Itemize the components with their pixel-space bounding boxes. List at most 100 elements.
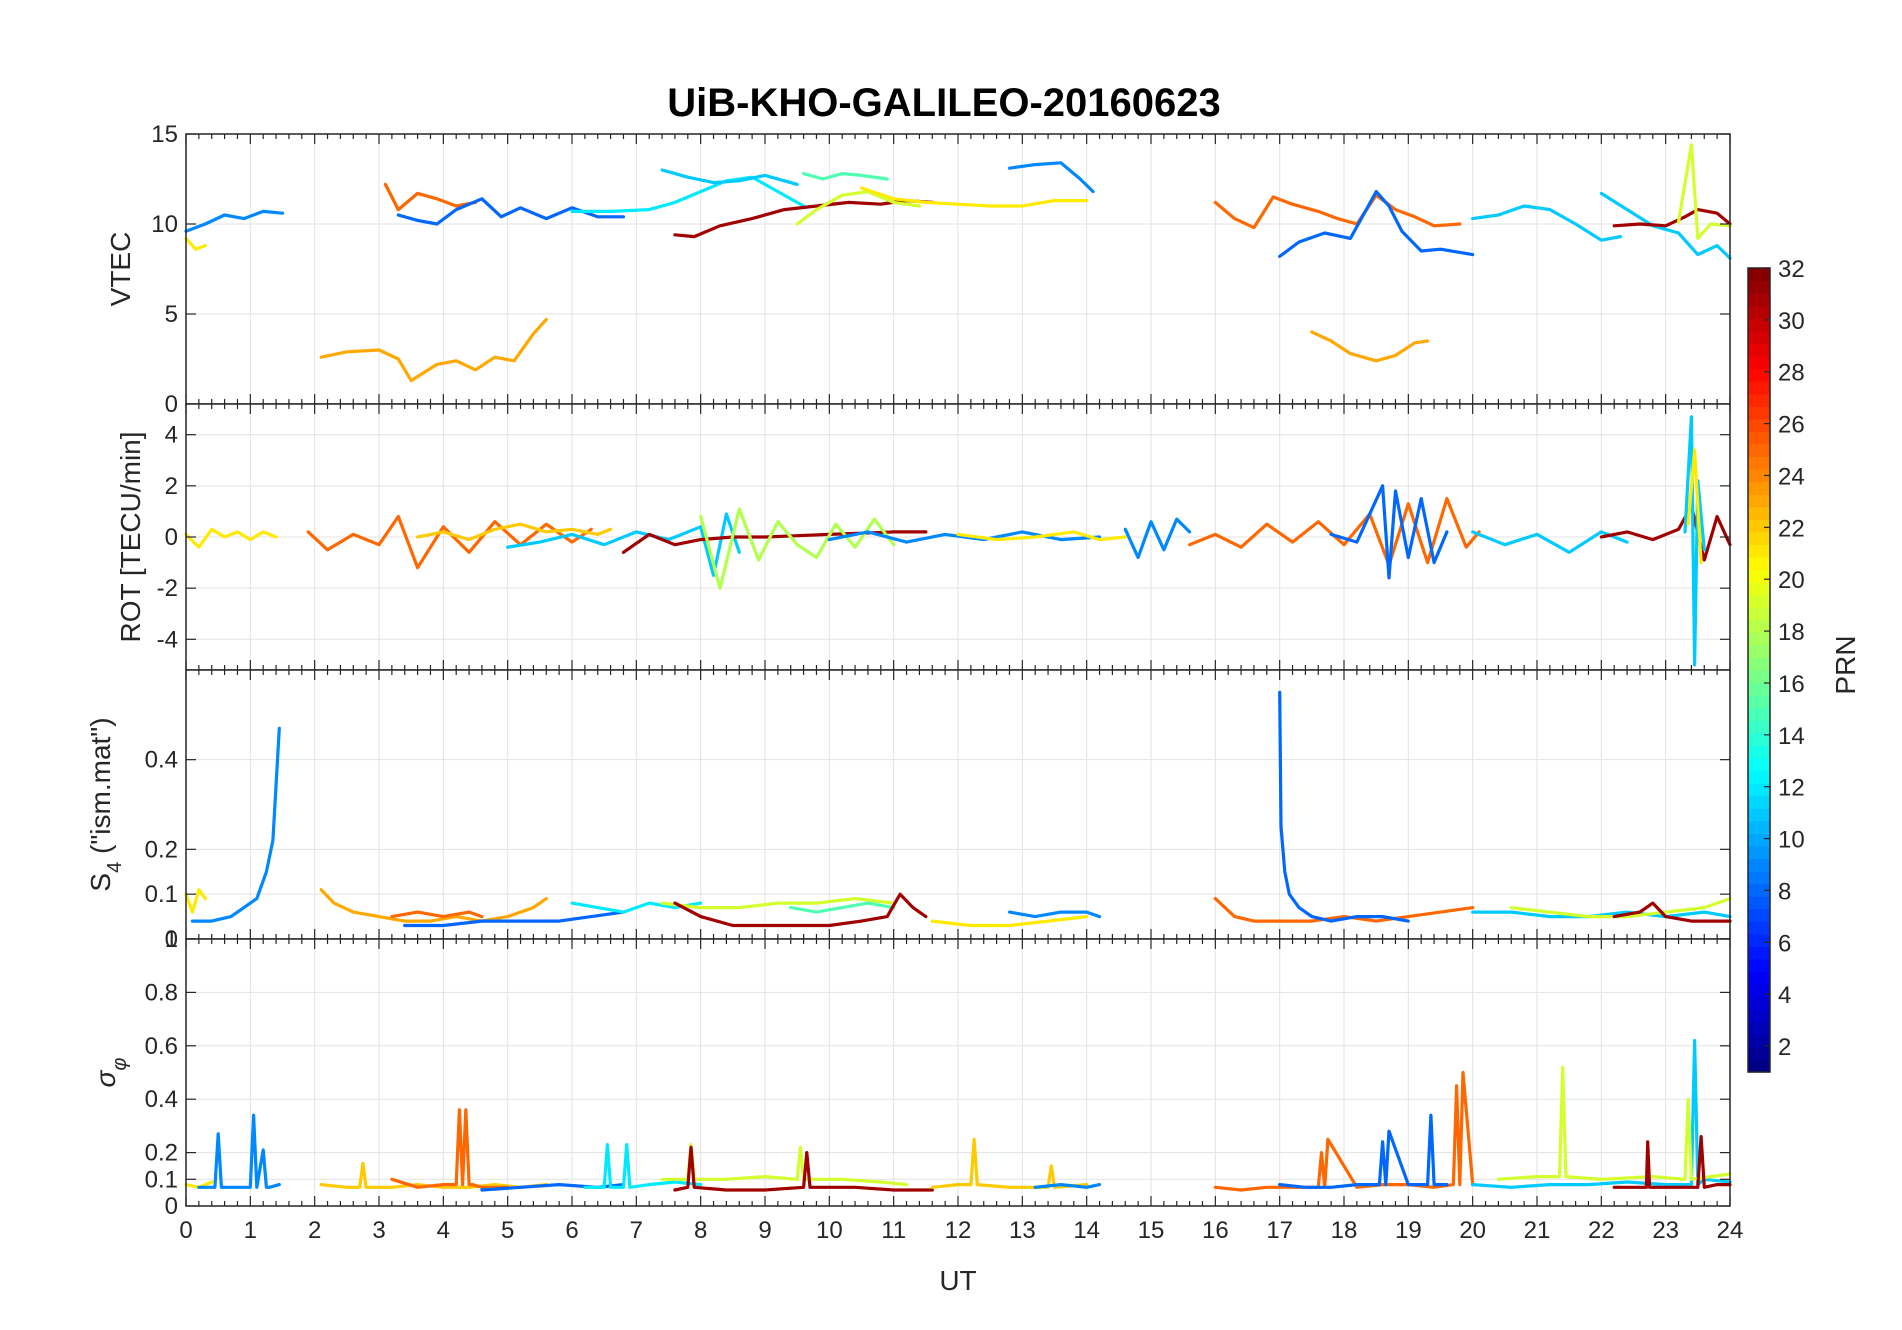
- sigma-y-tick-label: 0.2: [145, 1140, 178, 1167]
- chart-title: UiB-KHO-GALILEO-20160623: [667, 81, 1220, 125]
- vtec-series-prn-25: [383, 182, 478, 212]
- rot-series-prn-11: [1683, 415, 1706, 667]
- colorbar-segment: [1748, 745, 1770, 759]
- rot-y-axis-label: ROT [TECU/min]: [115, 431, 146, 642]
- s4-series-prn-8: [403, 910, 626, 928]
- colorbar-segment: [1748, 469, 1770, 483]
- s4-grid: [185, 670, 1731, 940]
- x-axis-label: UT: [939, 1265, 976, 1296]
- x-tick-label: 2: [308, 1217, 321, 1244]
- s4-series-prn-19: [660, 897, 896, 910]
- s4-series-prn-23: [319, 888, 548, 923]
- colorbar-segment: [1748, 393, 1770, 407]
- s4-series-prn-8: [1278, 690, 1410, 923]
- x-tick-label: 5: [501, 1217, 514, 1244]
- s4-series-prn-21: [930, 915, 1089, 928]
- sigma-series-prn-25: [390, 1108, 510, 1189]
- colorbar-segment: [1748, 632, 1770, 646]
- colorbar-segment: [1748, 318, 1770, 332]
- rot-y-tick-label: 0: [165, 524, 178, 551]
- x-tick-label: 21: [1524, 1217, 1551, 1244]
- colorbar-segment: [1748, 795, 1770, 809]
- sigma-series-prn-8: [1278, 1113, 1449, 1189]
- vtec-x-ticks: [185, 134, 1731, 404]
- vtec-series-prn-11: [1471, 204, 1623, 242]
- colorbar-segment: [1748, 695, 1770, 709]
- colorbar-tick-label: 26: [1778, 412, 1805, 439]
- colorbar-segment: [1748, 481, 1770, 495]
- s4-series: [184, 690, 1732, 928]
- x-tick-label: 0: [179, 1217, 192, 1244]
- x-tick-label: 4: [437, 1217, 450, 1244]
- x-tick-label: 24: [1717, 1217, 1744, 1244]
- rot-series-prn-11: [1471, 530, 1629, 554]
- rot-series-prn-9: [827, 530, 1102, 544]
- colorbar-segment: [1748, 582, 1770, 596]
- vtec-series-prn-15: [802, 172, 889, 181]
- vtec-series-prn-23: [319, 317, 548, 383]
- colorbar-segment: [1748, 732, 1770, 746]
- colorbar-tick-label: 12: [1778, 775, 1805, 802]
- sigma-series-prn-25: [1213, 1070, 1475, 1192]
- vtec-series-prn-9: [1007, 161, 1095, 194]
- colorbar-tick-label: 18: [1778, 619, 1805, 646]
- x-tick-label: 12: [945, 1217, 972, 1244]
- colorbar-tick-label: 28: [1778, 360, 1805, 387]
- colorbar-segment: [1748, 268, 1770, 282]
- sigma-y-tick-label: 0: [165, 1193, 178, 1220]
- x-tick-label: 17: [1266, 1217, 1293, 1244]
- colorbar-tick-label: 2: [1778, 1034, 1791, 1061]
- colorbar-segment: [1748, 293, 1770, 307]
- rot-series-prn-21: [184, 527, 278, 549]
- rot-y-tick-label: 2: [165, 473, 178, 500]
- vtec-y-tick-label: 0: [165, 391, 178, 418]
- colorbar-segment: [1748, 406, 1770, 420]
- x-tick-label: 15: [1138, 1217, 1165, 1244]
- colorbar-segment: [1748, 770, 1770, 784]
- colorbar-segment: [1748, 1009, 1770, 1023]
- colorbar-tick-label: 32: [1778, 256, 1805, 283]
- colorbar-segment: [1748, 569, 1770, 583]
- colorbar-frame: [1747, 267, 1771, 1073]
- sigma-series-prn-22: [930, 1137, 1089, 1189]
- colorbar-tick-label: 20: [1778, 567, 1805, 594]
- rot-y-axis: -4 -2 0 2 4: [157, 422, 1730, 653]
- colorbar-tick-label: 10: [1778, 827, 1805, 854]
- colorbar-segment: [1748, 1059, 1770, 1073]
- vtec-series-prn-21: [859, 186, 1089, 208]
- colorbar-segment: [1748, 594, 1770, 608]
- x-tick-label: 6: [565, 1217, 578, 1244]
- sigma-series-prn-8: [480, 1183, 626, 1192]
- panel-rot: -4 -2 0 2 4 ROT [TECU/min]: [115, 403, 1732, 671]
- colorbar-segment: [1748, 971, 1770, 985]
- x-tick-label: 16: [1202, 1217, 1229, 1244]
- colorbar-segment: [1748, 958, 1770, 973]
- s4-y-tick-label: 0.4: [145, 747, 178, 774]
- colorbar-segment: [1748, 984, 1770, 998]
- panel-s4: 0 0.1 0.2 0.4 S4 ("ism.mat"): [85, 669, 1732, 953]
- colorbar-segment: [1748, 531, 1770, 545]
- sigma-y-tick-label: 1: [165, 926, 178, 953]
- s4-y-tick-label: 0.2: [145, 836, 178, 863]
- vtec-series-prn-11: [660, 168, 799, 186]
- colorbar-segment: [1748, 1046, 1770, 1061]
- colorbar-segment: [1748, 644, 1770, 659]
- x-axis-tick-labels: 0 1 2 3 4 5 6 7 8 9 10 11 12 13 14 15 16 17 18 19 20 21 22 23 24: [179, 1217, 1743, 1244]
- x-tick-label: 10: [816, 1217, 843, 1244]
- colorbar-segment: [1748, 607, 1770, 621]
- x-tick-label: 18: [1331, 1217, 1358, 1244]
- colorbar-segment: [1748, 280, 1770, 294]
- colorbar-segment: [1748, 619, 1770, 633]
- vtec-y-axis-label: VTEC: [105, 232, 136, 307]
- sigma-y-axis-label: σφ: [90, 1058, 131, 1088]
- colorbar-segment: [1748, 908, 1770, 922]
- colorbar-segment: [1748, 820, 1770, 834]
- s4-series-prn-9: [1007, 910, 1102, 919]
- s4-y-axis-label: S4 ("ism.mat"): [85, 717, 126, 891]
- colorbar-tick-label: 30: [1778, 308, 1805, 335]
- rot-x-ticks: [185, 404, 1731, 670]
- rot-series-prn-21: [1686, 448, 1703, 565]
- colorbar-segment: [1748, 883, 1770, 897]
